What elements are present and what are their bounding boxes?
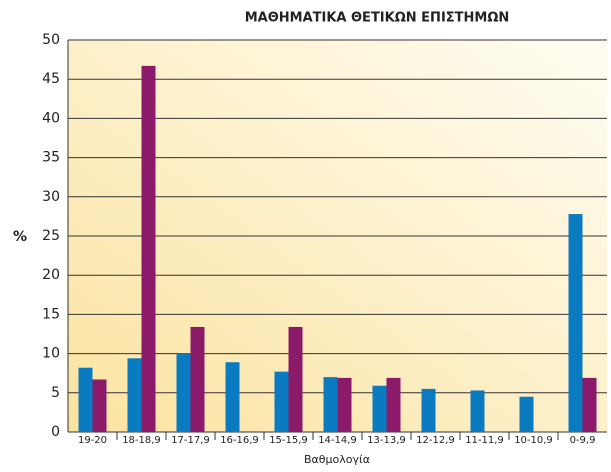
- y-tick-label: 35: [42, 150, 60, 166]
- x-axis-label: Βαθμολογία: [304, 453, 370, 466]
- bar: [127, 358, 142, 432]
- y-tick-label: 40: [42, 110, 60, 126]
- bar: [323, 377, 338, 432]
- bar: [176, 353, 191, 432]
- bar: [421, 388, 436, 432]
- bar: [225, 362, 240, 432]
- y-tick-label: 45: [42, 71, 60, 87]
- bar: [386, 377, 401, 432]
- bar: [568, 214, 583, 432]
- y-axis-label: %: [13, 229, 27, 245]
- bar: [190, 326, 205, 432]
- y-tick-label: 20: [42, 267, 60, 283]
- bar: [274, 371, 289, 432]
- x-tick-label: 16-16,9: [220, 435, 259, 446]
- x-tick-label: 11-11,9: [465, 435, 504, 446]
- x-tick-label: 15-15,9: [269, 435, 308, 446]
- x-tick-label: 13-13,9: [367, 435, 406, 446]
- x-tick-label: 10-10,9: [514, 435, 553, 446]
- y-tick-label: 30: [42, 189, 60, 205]
- y-tick-label: 50: [42, 32, 60, 48]
- y-tick-label: 15: [42, 306, 60, 322]
- bar: [372, 385, 387, 432]
- x-tick-label: 0-9,9: [570, 435, 596, 446]
- y-tick-label: 0: [51, 424, 60, 440]
- x-tick-label: 12-12,9: [416, 435, 455, 446]
- x-tick-label: 18-18,9: [122, 435, 161, 446]
- bar: [582, 377, 597, 432]
- bar: [92, 379, 107, 432]
- chart-title: ΜΑΘΗΜΑΤΙΚΑ ΘΕΤΙΚΩΝ ΕΠΙΣΤΗΜΩΝ: [245, 11, 510, 26]
- y-tick-label: 5: [51, 385, 60, 401]
- y-tick-label: 10: [42, 346, 60, 362]
- bar: [141, 65, 156, 432]
- bar: [288, 326, 303, 432]
- x-tick-label: 17-17,9: [171, 435, 210, 446]
- bar: [78, 367, 93, 432]
- x-tick-label: 14-14,9: [318, 435, 357, 446]
- bar: [337, 377, 352, 432]
- x-tick-label: 19-20: [78, 435, 107, 446]
- bar: [470, 390, 485, 432]
- bar: [519, 396, 534, 432]
- y-tick-label: 25: [42, 228, 60, 244]
